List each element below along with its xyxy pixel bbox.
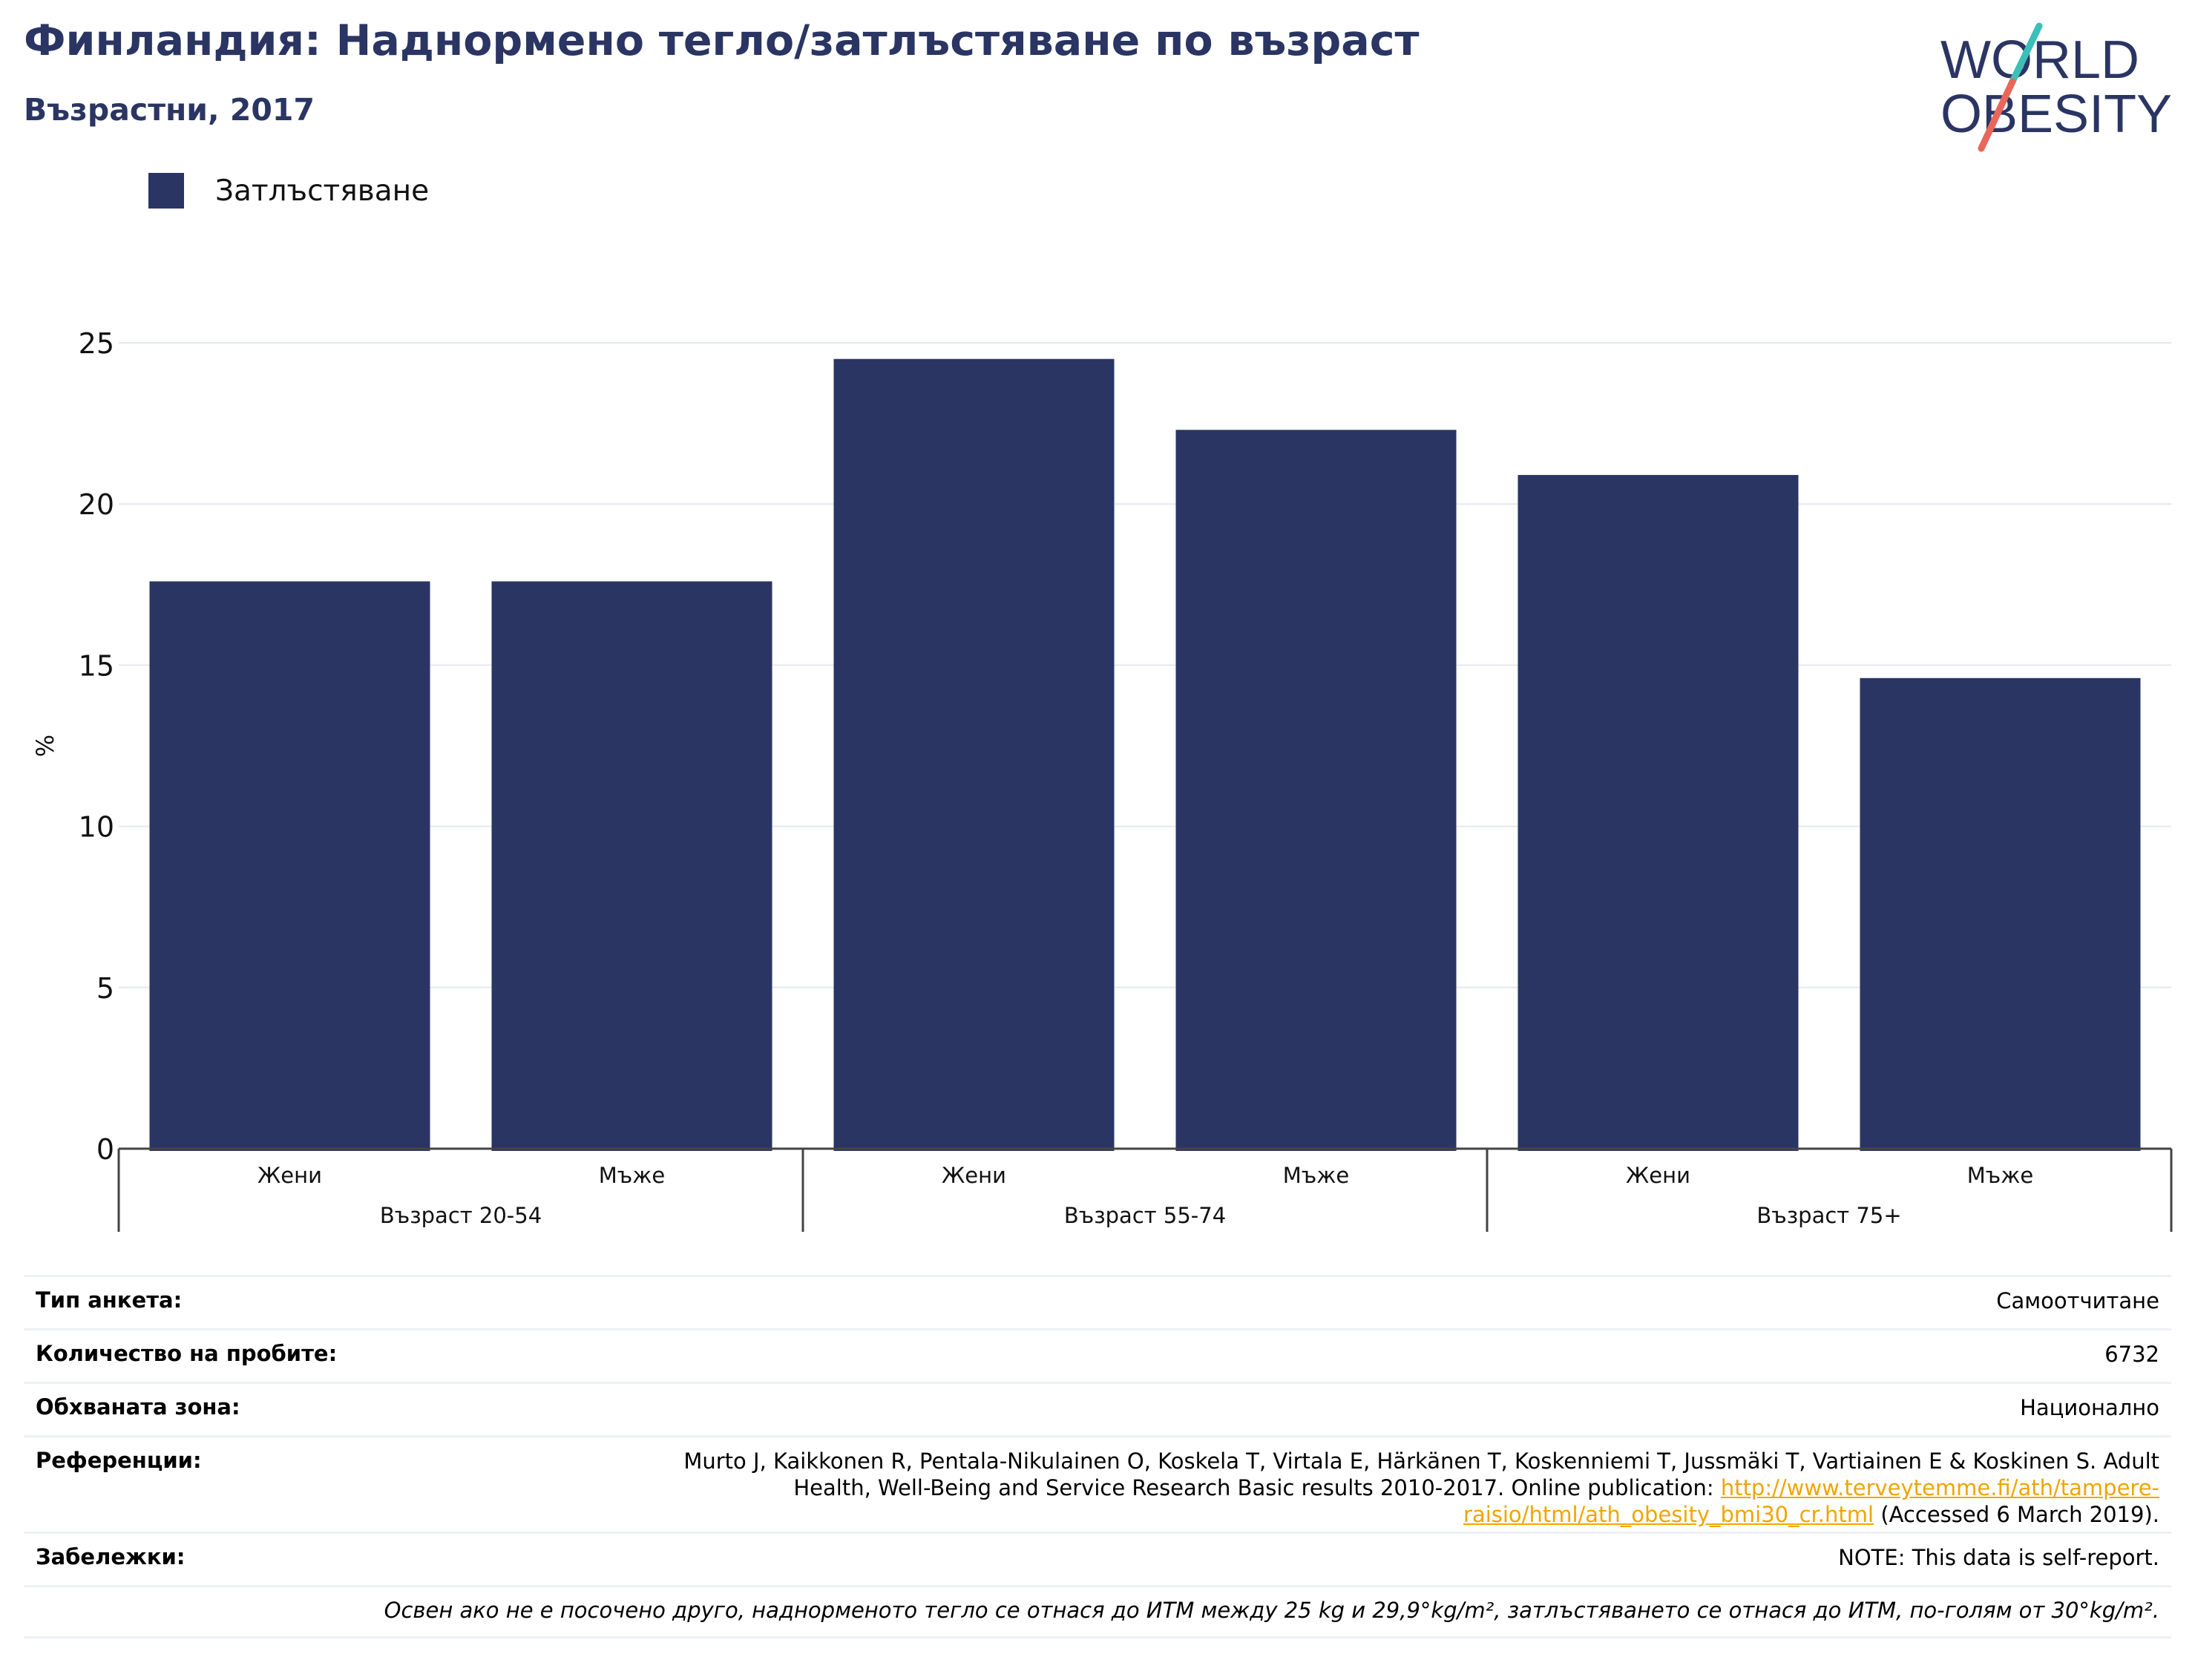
bar bbox=[1175, 430, 1457, 1151]
info-row-notes: Забележки: NOTE: This data is self-repor… bbox=[24, 1532, 2171, 1585]
references-link[interactable]: http://www.terveytemme.fi/ath/tampere-ra… bbox=[1463, 1475, 2159, 1527]
x-category-label: Жени bbox=[942, 1163, 1006, 1188]
area-value: Национално bbox=[2020, 1395, 2159, 1420]
y-tick-label: 20 bbox=[79, 488, 114, 521]
bar bbox=[1860, 677, 2141, 1151]
legend-label: Затлъстяване bbox=[215, 174, 430, 208]
y-tick-label: 10 bbox=[79, 811, 114, 844]
info-table: Тип анкета: Самоотчитане Количество на п… bbox=[24, 1275, 2171, 1638]
world-obesity-logo: WORLD OBESITY bbox=[1929, 22, 2174, 156]
x-category-label: Жени bbox=[257, 1163, 322, 1188]
bar-chart: 0 5 10 15 20 25% Жени Мъже Възраст 20-54 Жени Мъже… bbox=[31, 327, 2173, 1232]
logo-line1: WORLD bbox=[1940, 30, 2139, 90]
logo-slash-teal bbox=[2009, 22, 2043, 85]
y-tick-label: 0 bbox=[96, 1133, 114, 1166]
references-text: Murto J, Kaikkonen R, Pentala-Nikulainen… bbox=[683, 1448, 2159, 1500]
logo-graphic: WORLD OBESITY bbox=[1940, 22, 2172, 152]
area-label: Обхваната зона: bbox=[36, 1394, 240, 1420]
legend-swatch bbox=[148, 173, 184, 209]
references-label: Референции: bbox=[36, 1448, 202, 1473]
y-tick-label: 15 bbox=[79, 649, 114, 682]
bar bbox=[833, 358, 1115, 1152]
info-row-survey-type: Тип анкета: Самоотчитане bbox=[24, 1275, 2171, 1328]
y-tick-label: 25 bbox=[79, 327, 114, 360]
survey-type-value: Самоотчитане bbox=[1996, 1288, 2159, 1313]
y-axis-label: % bbox=[31, 735, 59, 757]
y-tick-label: 5 bbox=[96, 972, 114, 1005]
bar bbox=[491, 581, 772, 1151]
info-row-area: Обхваната зона: Национално bbox=[24, 1382, 2171, 1435]
chart-subtitle: Възрастни, 2017 bbox=[24, 92, 315, 128]
x-group-label: Възраст 55-74 bbox=[1064, 1203, 1226, 1228]
bar bbox=[149, 581, 430, 1151]
x-category-label: Мъже bbox=[1283, 1163, 1349, 1188]
x-category-label: Мъже bbox=[1967, 1163, 2033, 1188]
info-row-sample-size: Количество на пробите: 6732 bbox=[24, 1328, 2171, 1382]
logo-slash-coral bbox=[1978, 78, 2016, 152]
notes-label: Забележки: bbox=[36, 1544, 186, 1569]
bar bbox=[1518, 475, 1799, 1151]
info-row-references: Референции: Murto J, Kaikkonen R, Pental… bbox=[24, 1435, 2171, 1532]
references-suffix: (Accessed 6 March 2019). bbox=[1880, 1502, 2159, 1527]
x-group-label: Възраст 20-54 bbox=[380, 1203, 542, 1228]
references-value: Murto J, Kaikkonen R, Pentala-Nikulainen… bbox=[616, 1448, 2159, 1528]
notes-value: NOTE: This data is self-report. bbox=[1838, 1545, 2159, 1570]
sample-size-value: 6732 bbox=[2104, 1342, 2159, 1367]
footnote: Освен ако не е посочено друго, наднормен… bbox=[24, 1585, 2171, 1638]
chart-title: Финландия: Наднормено тегло/затлъстяване… bbox=[24, 16, 1420, 65]
x-group-label: Възраст 75+ bbox=[1756, 1203, 1901, 1228]
legend: Затлъстяване bbox=[148, 172, 429, 209]
x-category-label: Жени bbox=[1626, 1163, 1690, 1188]
survey-type-label: Тип анкета: bbox=[36, 1287, 183, 1313]
logo-line2: OBESITY bbox=[1940, 85, 2172, 144]
sample-size-label: Количество на пробите: bbox=[36, 1341, 338, 1366]
x-category-label: Мъже bbox=[599, 1163, 665, 1188]
